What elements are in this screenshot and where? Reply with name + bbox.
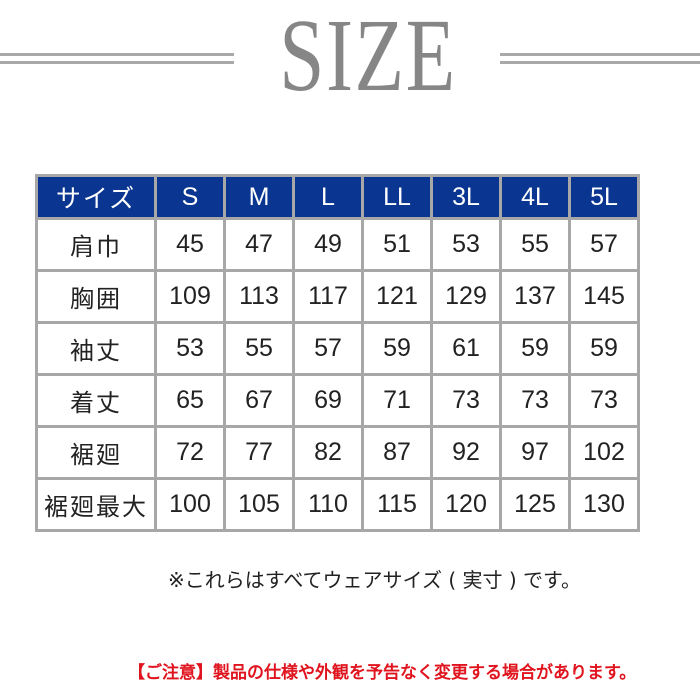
measurement-cell: 121 <box>361 269 433 324</box>
measurement-cell: 82 <box>292 425 364 480</box>
header-size: L <box>292 174 364 220</box>
measurement-cell: 120 <box>430 477 502 532</box>
header-size: S <box>154 174 226 220</box>
header-size: 5L <box>568 174 640 220</box>
measurement-cell: 115 <box>361 477 433 532</box>
measurement-cell: 92 <box>430 425 502 480</box>
measurement-cell: 45 <box>154 217 226 272</box>
measurement-cell: 129 <box>430 269 502 324</box>
measurement-cell: 53 <box>430 217 502 272</box>
measurement-cell: 73 <box>430 373 502 428</box>
table-row: 着丈 65 67 69 71 73 73 73 <box>35 373 640 428</box>
measurement-cell: 59 <box>361 321 433 376</box>
table-row: 裾廻最大 100 105 110 115 120 125 130 <box>35 477 640 532</box>
measurement-cell: 105 <box>223 477 295 532</box>
warning-notice: 【ご注意】製品の仕様や外観を予告なく変更する場合があります。 <box>128 663 637 683</box>
header-size: LL <box>361 174 433 220</box>
header-size: 4L <box>499 174 571 220</box>
row-label: 裾廻 <box>35 425 157 480</box>
measurement-cell: 110 <box>292 477 364 532</box>
measurement-cell: 97 <box>499 425 571 480</box>
row-label: 肩巾 <box>35 217 157 272</box>
measurement-cell: 61 <box>430 321 502 376</box>
measurement-cell: 72 <box>154 425 226 480</box>
measurement-cell: 67 <box>223 373 295 428</box>
size-table: サイズ S M L LL 3L 4L 5L 肩巾 45 47 49 51 53 55 57 胸囲 109 113 11… <box>35 174 640 532</box>
title-rule-right-bottom <box>500 61 700 64</box>
measurement-cell: 145 <box>568 269 640 324</box>
measurement-cell: 55 <box>223 321 295 376</box>
measurement-cell: 73 <box>499 373 571 428</box>
measurement-cell: 53 <box>154 321 226 376</box>
measurement-cell: 47 <box>223 217 295 272</box>
measurement-cell: 100 <box>154 477 226 532</box>
row-label: 胸囲 <box>35 269 157 324</box>
measurement-cell: 125 <box>499 477 571 532</box>
measurement-cell: 109 <box>154 269 226 324</box>
row-label: 袖丈 <box>35 321 157 376</box>
table-row: 肩巾 45 47 49 51 53 55 57 <box>35 217 640 272</box>
measurement-cell: 65 <box>154 373 226 428</box>
row-label: 裾廻最大 <box>35 477 157 532</box>
measurement-cell: 69 <box>292 373 364 428</box>
measurement-cell: 59 <box>499 321 571 376</box>
measurement-cell: 77 <box>223 425 295 480</box>
measurement-cell: 113 <box>223 269 295 324</box>
row-label: 着丈 <box>35 373 157 428</box>
measurement-cell: 130 <box>568 477 640 532</box>
title-rule-left-top <box>0 53 234 56</box>
measurement-cell: 49 <box>292 217 364 272</box>
title-rule-right-top <box>500 53 700 56</box>
header-size: M <box>223 174 295 220</box>
table-row: 胸囲 109 113 117 121 129 137 145 <box>35 269 640 324</box>
measurement-cell: 51 <box>361 217 433 272</box>
measurement-cell: 87 <box>361 425 433 480</box>
table-row: 裾廻 72 77 82 87 92 97 102 <box>35 425 640 480</box>
page-title: SIZE <box>279 0 457 113</box>
header-row: サイズ S M L LL 3L 4L 5L <box>35 174 640 220</box>
measurement-note: ※これらはすべてウェアサイズ ( 実寸 ) です。 <box>168 568 581 592</box>
measurement-cell: 117 <box>292 269 364 324</box>
measurement-cell: 57 <box>568 217 640 272</box>
measurement-cell: 102 <box>568 425 640 480</box>
table-row: 袖丈 53 55 57 59 61 59 59 <box>35 321 640 376</box>
title-rule-left-bottom <box>0 61 234 64</box>
measurement-cell: 73 <box>568 373 640 428</box>
measurement-cell: 57 <box>292 321 364 376</box>
measurement-cell: 71 <box>361 373 433 428</box>
measurement-cell: 137 <box>499 269 571 324</box>
header-size: 3L <box>430 174 502 220</box>
measurement-cell: 55 <box>499 217 571 272</box>
measurement-cell: 59 <box>568 321 640 376</box>
header-size-label: サイズ <box>35 174 157 220</box>
